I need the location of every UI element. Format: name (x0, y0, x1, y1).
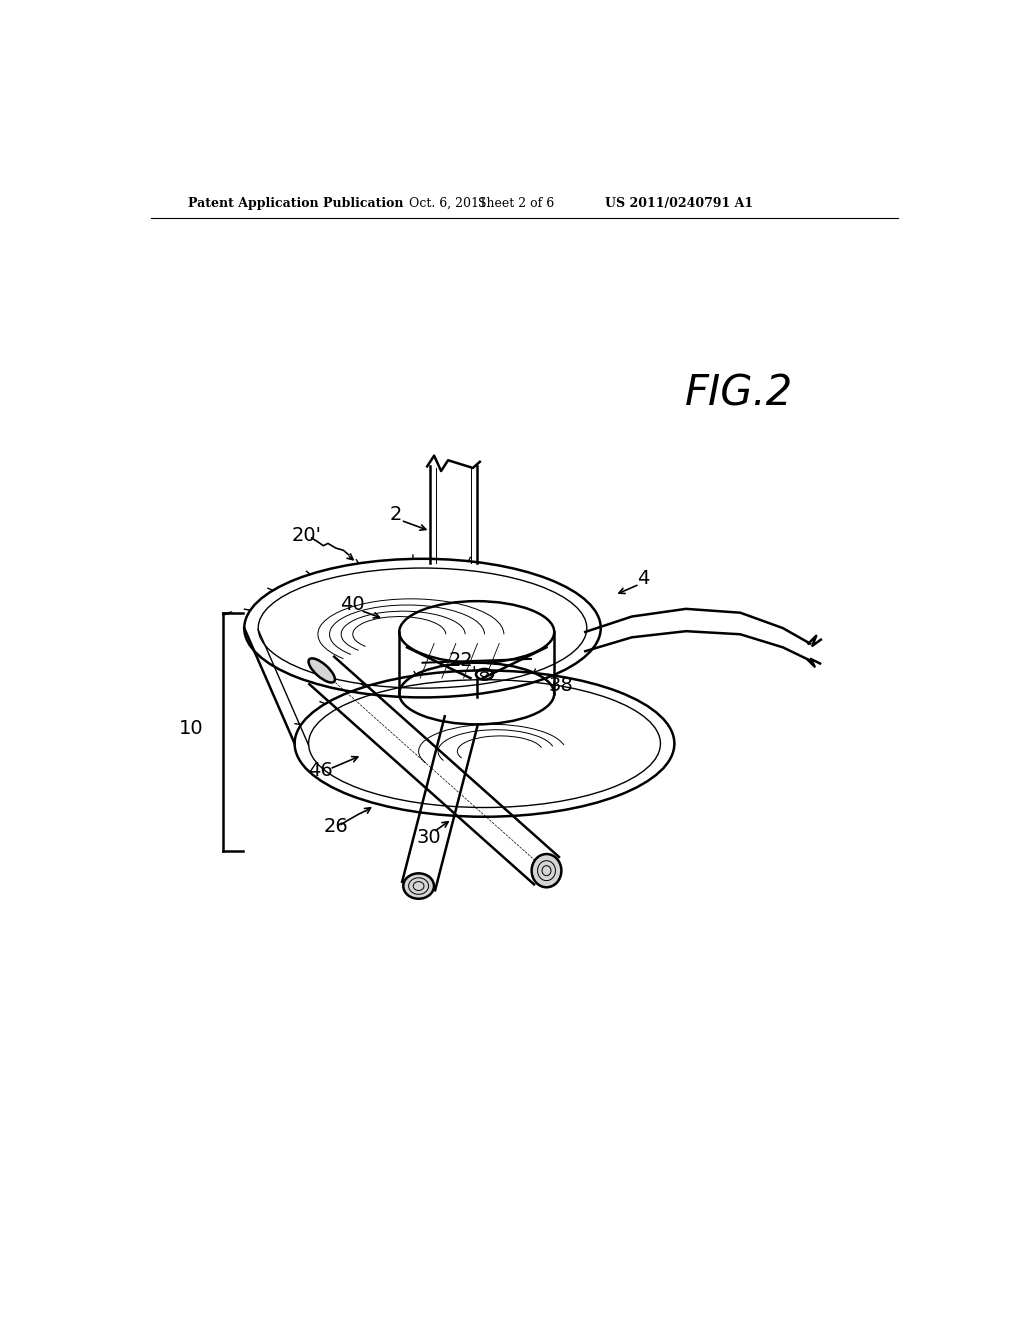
Text: 46: 46 (308, 762, 333, 780)
Text: 26: 26 (324, 817, 348, 837)
Text: Patent Application Publication: Patent Application Publication (188, 197, 403, 210)
Ellipse shape (308, 659, 335, 682)
Text: 20': 20' (291, 527, 322, 545)
Text: US 2011/0240791 A1: US 2011/0240791 A1 (605, 197, 754, 210)
Text: 2: 2 (389, 504, 401, 524)
Text: 4: 4 (637, 569, 649, 587)
Text: 40: 40 (340, 595, 366, 615)
Text: Oct. 6, 2011: Oct. 6, 2011 (409, 197, 486, 210)
Text: 22: 22 (449, 651, 474, 671)
Text: Sheet 2 of 6: Sheet 2 of 6 (478, 197, 555, 210)
Text: 38: 38 (548, 676, 572, 696)
Ellipse shape (531, 854, 561, 887)
Ellipse shape (403, 874, 434, 899)
Text: 30: 30 (417, 828, 441, 847)
Text: 10: 10 (179, 718, 204, 738)
Text: FIG.2: FIG.2 (684, 372, 793, 414)
